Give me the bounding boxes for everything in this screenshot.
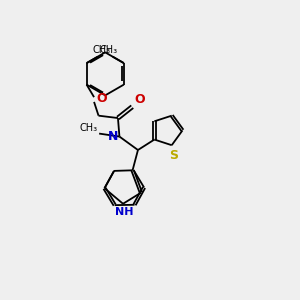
Text: CH₃: CH₃: [99, 45, 117, 55]
Text: O: O: [96, 92, 107, 104]
Text: O: O: [134, 92, 145, 106]
Text: CH₃: CH₃: [93, 45, 111, 55]
Text: S: S: [169, 149, 178, 162]
Text: N: N: [108, 130, 118, 143]
Text: CH₃: CH₃: [80, 123, 98, 133]
Text: NH: NH: [115, 207, 134, 217]
